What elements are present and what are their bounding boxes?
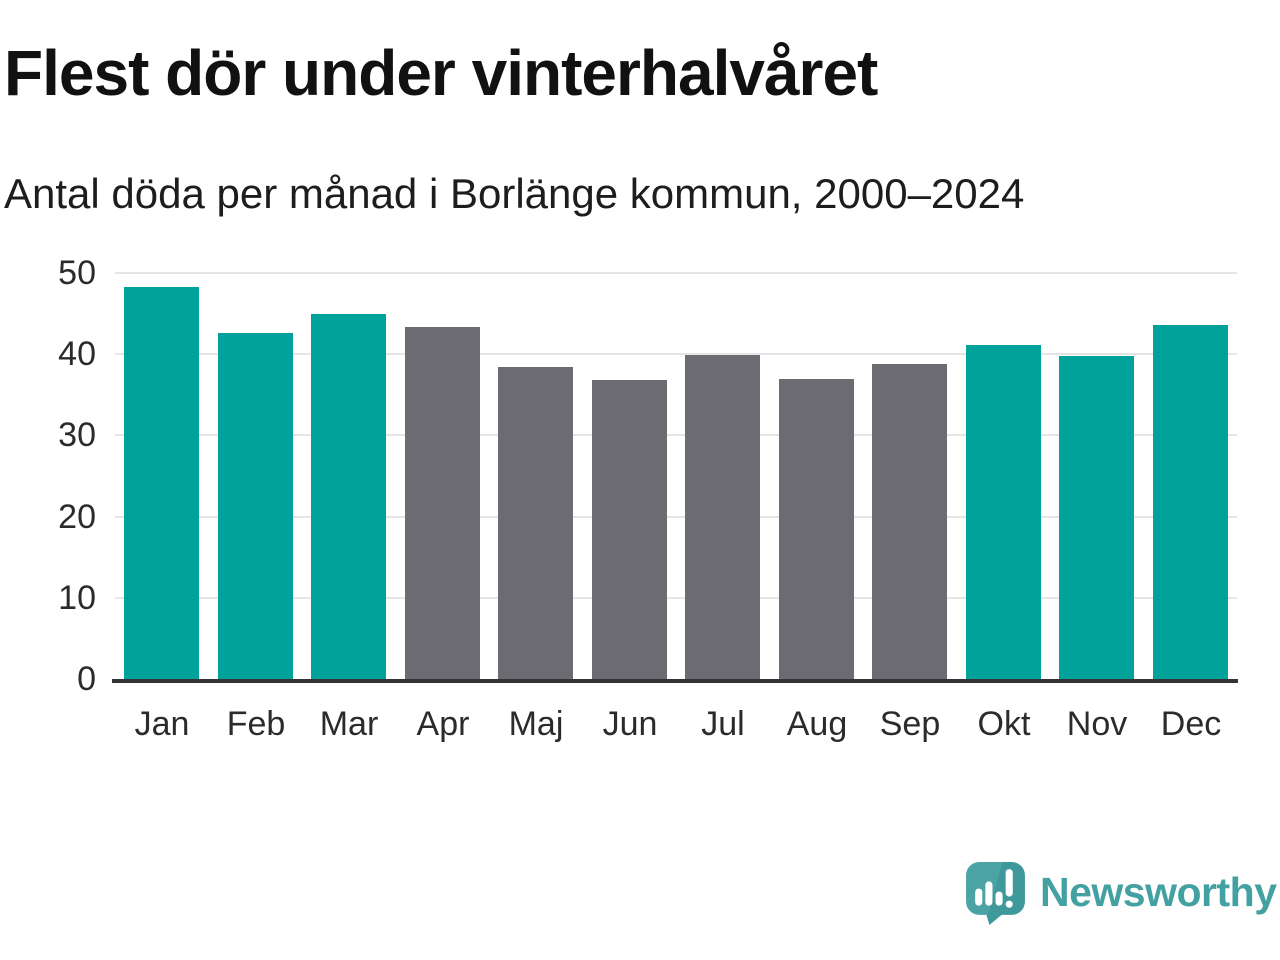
- bar-okt: [966, 345, 1041, 679]
- newsworthy-logo-text: Newsworthy: [1040, 869, 1277, 915]
- x-tick-label-dec: Dec: [1160, 705, 1222, 743]
- bar-feb: [218, 333, 293, 679]
- chart-subtitle: Antal döda per månad i Borlänge kommun, …: [4, 170, 1025, 217]
- bar-apr: [405, 327, 480, 679]
- speech-bubble-bar-chart-icon: [966, 862, 1025, 925]
- gridline-40: [115, 353, 1237, 355]
- x-tick-label-jan: Jan: [134, 705, 190, 743]
- bar-nov: [1059, 356, 1134, 679]
- x-tick-label-jun: Jun: [602, 705, 658, 743]
- bar-jun: [592, 380, 667, 679]
- x-tick-label-jul: Jul: [701, 705, 745, 743]
- x-tick-label-maj: Maj: [508, 705, 564, 743]
- bar-jul: [685, 355, 760, 679]
- x-tick-label-okt: Okt: [977, 705, 1031, 743]
- x-tick-label-apr: Apr: [416, 705, 470, 743]
- bar-maj: [498, 367, 573, 679]
- y-tick-label-40: 40: [58, 335, 96, 373]
- x-tick-label-mar: Mar: [319, 705, 379, 743]
- y-tick-label-20: 20: [58, 498, 96, 536]
- x-tick-label-sep: Sep: [879, 705, 941, 743]
- x-tick-label-aug: Aug: [786, 705, 848, 743]
- bar-sep: [872, 364, 947, 679]
- gridline-10: [115, 597, 1237, 599]
- x-axis-line: [112, 679, 1238, 683]
- bar-aug: [779, 379, 854, 679]
- bar-dec: [1153, 325, 1228, 679]
- gridline-30: [115, 434, 1237, 436]
- newsworthy-logo: Newsworthy: [963, 860, 1277, 925]
- y-tick-label-50: 50: [58, 254, 96, 292]
- y-tick-label-10: 10: [58, 579, 96, 617]
- y-tick-label-30: 30: [58, 416, 96, 454]
- chart-title: Flest dör under vinterhalvåret: [4, 37, 878, 109]
- gridline-50: [115, 272, 1237, 274]
- gridline-20: [115, 516, 1237, 518]
- bar-mar: [311, 314, 386, 679]
- bar-jan: [124, 287, 199, 679]
- x-tick-label-feb: Feb: [226, 705, 286, 743]
- x-tick-label-nov: Nov: [1066, 705, 1128, 743]
- y-tick-label-0: 0: [77, 660, 96, 698]
